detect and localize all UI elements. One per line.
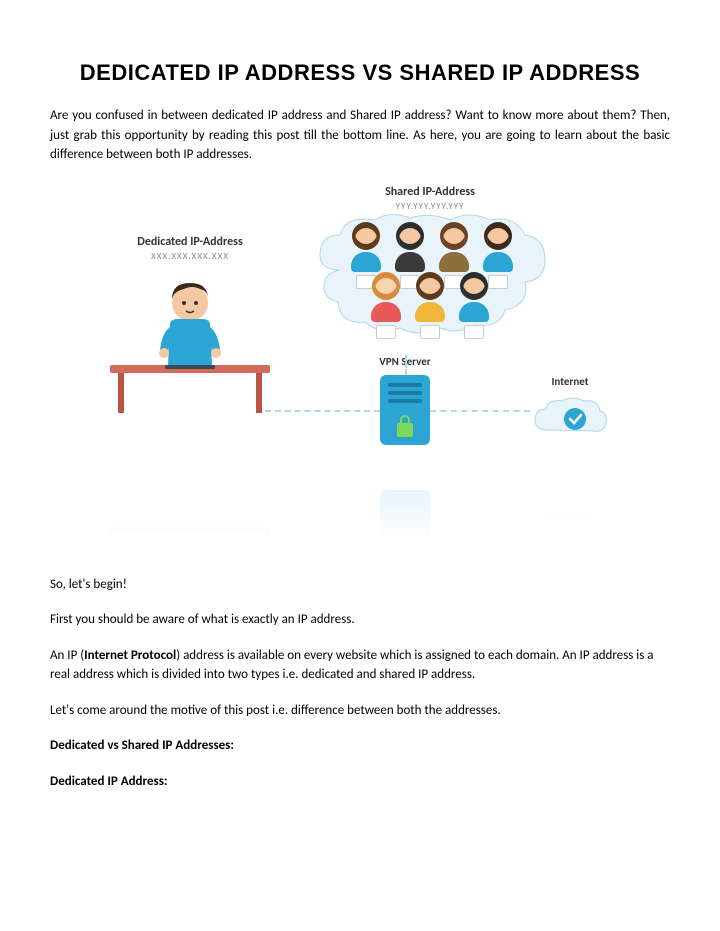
- intro-paragraph: Are you confused in between dedicated IP…: [50, 106, 670, 165]
- vpn-server: [380, 375, 430, 445]
- shared-cloud: [310, 210, 550, 340]
- shared-ip-title: Shared IP-Address: [350, 185, 510, 199]
- diagram: Shared IP-Address YYY.YYY.YYY.YYY Dedica…: [50, 185, 670, 485]
- dedicated-ip-title: Dedicated IP-Address: [120, 235, 260, 249]
- avatar: [456, 278, 492, 332]
- avatar: [436, 228, 472, 282]
- line-desk-server: [265, 410, 380, 412]
- diagram-reflection: [50, 485, 670, 545]
- line-server-cloud: [405, 355, 407, 375]
- avatar-row-1: [348, 228, 516, 282]
- lock-icon: [397, 423, 413, 437]
- dedicated-ip-label: Dedicated IP-Address XXX.XXX.XXX.XXX: [120, 235, 260, 262]
- body-p1: So, let's begin!: [50, 575, 670, 595]
- body-p3-pre: An IP (: [50, 648, 84, 663]
- body-p2: First you should be aware of what is exa…: [50, 610, 670, 630]
- dedicated-ip-sub: XXX.XXX.XXX.XXX: [120, 251, 260, 262]
- avatar: [412, 278, 448, 332]
- section-heading-2: Dedicated IP Address:: [50, 772, 670, 792]
- shared-ip-label: Shared IP-Address YYY.YYY.YYY.YYY: [350, 185, 510, 212]
- section-heading-1: Dedicated vs Shared IP Addresses:: [50, 736, 670, 756]
- desk: [110, 365, 270, 405]
- body-p3-bold: Internet Protocol: [84, 648, 176, 663]
- avatar: [348, 228, 384, 282]
- internet-cloud: [530, 395, 610, 445]
- diagram-container: Shared IP-Address YYY.YYY.YYY.YYY Dedica…: [50, 185, 670, 545]
- avatar: [392, 228, 428, 282]
- page-title: Dedicated IP Address vs Shared IP Addres…: [50, 60, 670, 86]
- line-server-internet: [430, 410, 530, 412]
- body-p4: Let's come around the motive of this pos…: [50, 701, 670, 721]
- internet-label: Internet: [530, 375, 610, 388]
- body-p3: An IP (Internet Protocol) address is ava…: [50, 646, 670, 685]
- avatar: [480, 228, 516, 282]
- avatar: [368, 278, 404, 332]
- avatar-row-2: [368, 278, 492, 332]
